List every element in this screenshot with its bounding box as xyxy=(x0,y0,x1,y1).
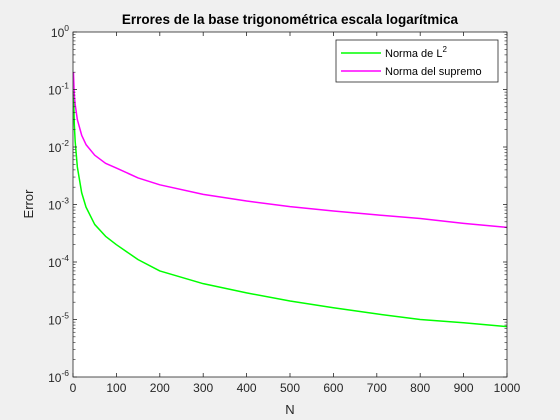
x-tick-label: 200 xyxy=(150,381,170,395)
y-tick-exponent: -3 xyxy=(61,196,69,206)
x-tick-label: 500 xyxy=(280,381,300,395)
y-tick-label: 10-6 xyxy=(48,368,69,385)
y-tick-base: 10 xyxy=(48,199,62,213)
y-tick-label: 10-4 xyxy=(48,253,69,270)
x-tick-label: 0 xyxy=(70,381,77,395)
y-axis-label: Error xyxy=(21,189,36,219)
x-tick-label: 400 xyxy=(237,381,257,395)
legend-box xyxy=(335,39,499,83)
y-tick-exponent: -4 xyxy=(61,253,69,263)
series-group xyxy=(72,72,508,328)
y-tick-exponent: -2 xyxy=(61,138,69,148)
x-tick-label: 1000 xyxy=(494,381,521,395)
x-tick-label: 300 xyxy=(193,381,213,395)
series-line-0 xyxy=(72,90,508,328)
series-line-1 xyxy=(72,72,508,229)
legend-label-text: Norma de L xyxy=(385,48,442,60)
x-tick-label: 800 xyxy=(410,381,430,395)
y-tick-base: 10 xyxy=(48,314,62,328)
x-tick-label: 100 xyxy=(106,381,126,395)
y-tick-exponent: 0 xyxy=(64,23,69,33)
x-tick-label: 600 xyxy=(323,381,343,395)
y-tick-base: 10 xyxy=(48,84,62,98)
y-tick-exponent: -1 xyxy=(61,81,69,91)
legend-label-1: Norma del supremo xyxy=(385,66,482,78)
legend-label-text: Norma del supremo xyxy=(385,66,482,78)
y-tick-label: 10-5 xyxy=(48,311,69,328)
x-tick-label: 700 xyxy=(367,381,387,395)
x-axis-label: N xyxy=(285,402,294,417)
x-axis: 0 100 200 300 400 500 600 700 800 900 1000 xyxy=(70,32,521,395)
y-tick-label: 10-3 xyxy=(48,196,69,213)
y-tick-label: 10-2 xyxy=(48,138,69,155)
y-tick-label: 100 xyxy=(51,23,69,40)
y-tick-base: 10 xyxy=(51,26,65,40)
legend-label-superscript: 2 xyxy=(442,45,447,54)
legend-label-0: Norma de L2 xyxy=(385,45,447,60)
x-tick-label: 900 xyxy=(454,381,474,395)
plot-area xyxy=(73,32,507,377)
legend: Norma de L2 Norma del supremo xyxy=(335,39,499,83)
y-tick-exponent: -6 xyxy=(61,368,69,378)
y-tick-base: 10 xyxy=(48,141,62,155)
y-tick-base: 10 xyxy=(48,256,62,270)
y-tick-base: 10 xyxy=(48,371,62,385)
chart-title: Errores de la base trigonométrica escala… xyxy=(122,12,459,27)
y-tick-exponent: -5 xyxy=(61,311,69,321)
y-tick-label: 10-1 xyxy=(48,81,69,98)
